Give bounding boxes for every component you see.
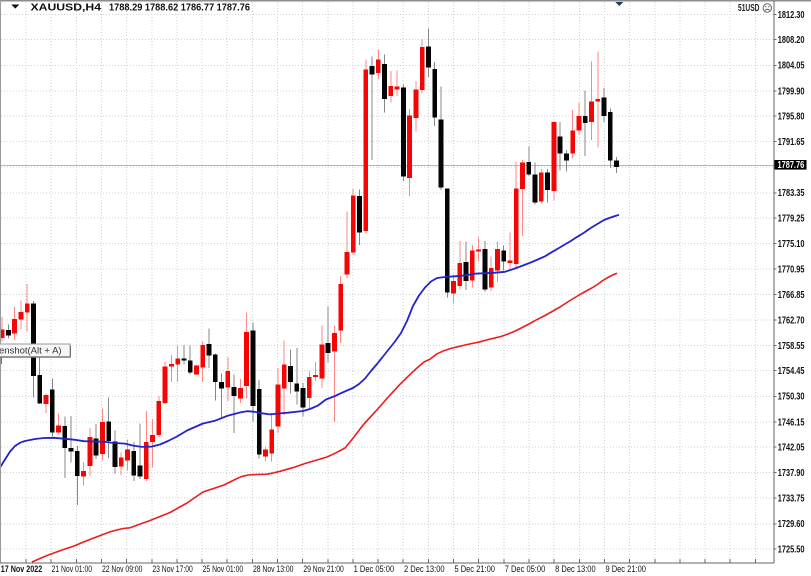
svg-text:1808.20: 1808.20: [778, 35, 805, 46]
svg-text:1799.90: 1799.90: [778, 86, 805, 97]
svg-text:1766.85: 1766.85: [778, 290, 805, 301]
svg-text:1 Dec 05:00: 1 Dec 05:00: [354, 564, 395, 575]
svg-text:5 Dec 21:00: 5 Dec 21:00: [454, 564, 495, 575]
svg-text:1795.80: 1795.80: [778, 112, 805, 123]
svg-text:28 Nov 13:00: 28 Nov 13:00: [253, 564, 294, 575]
svg-text:1783.35: 1783.35: [778, 188, 805, 199]
svg-text:XAUUSD,H4: XAUUSD,H4: [31, 2, 102, 14]
svg-text:7 Dec 05:00: 7 Dec 05:00: [505, 564, 546, 575]
svg-text:1733.75: 1733.75: [778, 494, 805, 505]
svg-text:51USD: 51USD: [738, 2, 760, 14]
svg-text:29 Nov 21:00: 29 Nov 21:00: [303, 564, 344, 575]
svg-text:1788.29 1788.62 1786.77 1787.7: 1788.29 1788.62 1786.77 1787.76: [109, 2, 250, 14]
svg-text:1754.45: 1754.45: [778, 366, 805, 377]
svg-text:1729.60: 1729.60: [778, 519, 805, 530]
svg-text:1812.30: 1812.30: [778, 10, 805, 21]
svg-text:1725.50: 1725.50: [778, 544, 805, 555]
svg-text:1758.55: 1758.55: [778, 341, 805, 352]
svg-text:1804.05: 1804.05: [778, 61, 805, 72]
svg-text:1775.10: 1775.10: [778, 239, 805, 250]
svg-text:21 Nov 01:00: 21 Nov 01:00: [52, 564, 93, 575]
svg-text:1737.90: 1737.90: [778, 468, 805, 479]
svg-text:25 Nov 01:00: 25 Nov 01:00: [203, 564, 244, 575]
svg-text:1746.15: 1746.15: [778, 417, 805, 428]
svg-text:1791.65: 1791.65: [778, 137, 805, 148]
svg-text:23 Nov 17:00: 23 Nov 17:00: [152, 564, 193, 575]
svg-text:1770.95: 1770.95: [778, 265, 805, 276]
svg-text:2 Dec 13:00: 2 Dec 13:00: [404, 564, 445, 575]
svg-text:22 Nov 09:00: 22 Nov 09:00: [102, 564, 143, 575]
svg-text:1742.05: 1742.05: [778, 443, 805, 454]
svg-text:9 Dec 21:00: 9 Dec 21:00: [605, 564, 646, 575]
svg-text:17 Nov 2022: 17 Nov 2022: [1, 564, 43, 575]
svg-text:1787.76: 1787.76: [778, 160, 805, 171]
svg-text:1779.25: 1779.25: [778, 213, 805, 224]
svg-text:8 Dec 13:00: 8 Dec 13:00: [555, 564, 596, 575]
svg-text:1762.70: 1762.70: [778, 315, 805, 326]
svg-text:enshot(Alt + A): enshot(Alt + A): [0, 346, 62, 357]
svg-text:1750.30: 1750.30: [778, 392, 805, 403]
